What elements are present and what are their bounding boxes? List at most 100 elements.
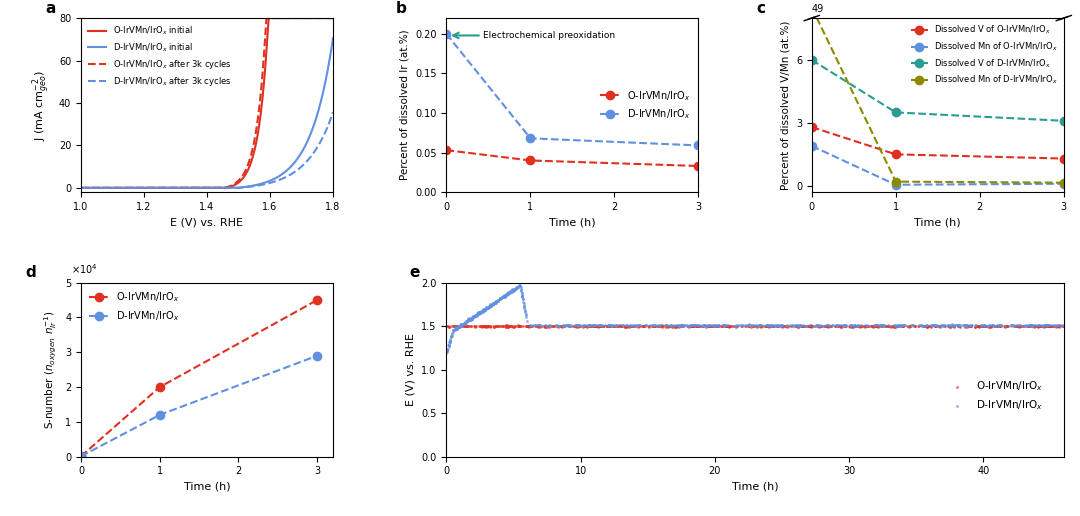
O-IrVMn/IrO$_x$ [927,322,944,330]
D-IrVMn/IrO$_x$ [515,304,532,312]
D-IrVMn/IrO$_x$ [568,320,585,329]
O-IrVMn/IrO$_x$ [927,322,944,330]
O-IrVMn/IrO$_x$ [772,321,789,329]
D-IrVMn/IrO$_x$ [973,320,990,329]
D-IrVMn/IrO$_x$ [805,321,822,330]
Dissolved V of O-IrVMn/IrO$_x$ [1057,155,1070,162]
O-IrVMn/IrO$_x$ [1005,321,1023,330]
O-IrVMn/IrO$_x$ [1055,322,1072,330]
O-IrVMn/IrO$_x$ [950,322,968,330]
O-IrVMn/IrO$_x$ [794,322,811,331]
O-IrVMn/IrO$_x$ [802,321,820,330]
O-IrVMn/IrO$_x$ [732,322,750,331]
O-IrVMn/IrO$_x$ [453,322,470,330]
D-IrVMn/IrO$_x$ [705,321,723,330]
O-IrVMn/IrO$_x$ [536,322,553,331]
O-IrVMn/IrO$_x$ [684,322,701,330]
O-IrVMn/IrO$_x$ [892,322,909,330]
O-IrVMn/IrO$_x$ [446,322,463,330]
D-IrVMn/IrO$_x$ [726,321,743,330]
D-IrVMn/IrO$_x$ [974,321,991,329]
D-IrVMn/IrO$_x$ [673,321,690,330]
O-IrVMn/IrO$_x$ [798,322,815,330]
D-IrVMn/IrO$_x$ [711,320,728,329]
O-IrVMn/IrO$_x$ [1043,322,1061,330]
O-IrVMn/IrO$_x$ [812,322,829,330]
D-IrVMn/IrO$_x$ [482,300,499,308]
O-IrVMn/IrO$_x$ [788,322,806,330]
O-IrVMn/IrO$_x$ [757,322,774,330]
D-IrVMn/IrO$_x$ [656,321,673,330]
D-IrVMn/IrO$_x$ [461,314,478,322]
O-IrVMn/IrO$_x$ [592,322,609,330]
D-IrVMn/IrO$_x$ [476,306,494,314]
D-IrVMn/IrO$_x$ [759,321,777,330]
D-IrVMn/IrO$_x$ [496,293,513,301]
O-IrVMn/IrO$_x$ [645,322,662,330]
O-IrVMn/IrO$_x$ [509,321,526,330]
O-IrVMn/IrO$_x$ [1039,321,1056,330]
O-IrVMn/IrO$_x$ [510,321,527,330]
O-IrVMn/IrO$_x$ [1012,322,1029,330]
O-IrVMn/IrO$_x$ [987,322,1004,330]
O-IrVMn/IrO$_x$ [490,321,508,330]
D-IrVMn/IrO$_x$ [1039,321,1056,330]
O-IrVMn/IrO$_x$ [590,322,607,330]
O-IrVMn/IrO$_x$ [991,322,1009,330]
D-IrVMn/IrO$_x$ [1032,321,1050,330]
D-IrVMn/IrO$_x$ [510,283,527,291]
O-IrVMn/IrO$_x$ [611,321,629,330]
O-IrVMn/IrO$_x$ [1008,322,1025,331]
D-IrVMn/IrO$_x$ [454,321,471,329]
D-IrVMn/IrO$_x$ [978,321,996,330]
D-IrVMn/IrO$_x$ [1050,321,1067,329]
O-IrVMn/IrO$_x$ [760,322,778,330]
D-IrVMn/IrO$_x$ [762,321,780,329]
O-IrVMn/IrO$_x$ [720,322,738,330]
O-IrVMn/IrO$_x$ [644,322,661,330]
O-IrVMn/IrO$_x$ [1032,321,1050,330]
D-IrVMn/IrO$_x$ [688,321,705,329]
D-IrVMn/IrO$_x$ [951,320,969,329]
D-IrVMn/IrO$_x$ [477,304,495,313]
D-IrVMn/IrO$_x$ [829,320,847,329]
O-IrVMn/IrO$_x$ [858,321,875,330]
D-IrVMn/IrO$_x$ [487,297,504,305]
O-IrVMn/IrO$_x$ [619,322,636,330]
D-IrVMn/IrO$_x$ [509,283,526,292]
D-IrVMn/IrO$_x$ [1030,321,1048,329]
O-IrVMn/IrO$_x$ [505,321,523,330]
O-IrVMn/IrO$_x$ [864,322,881,330]
O-IrVMn/IrO$_x$ [536,322,553,331]
D-IrVMn/IrO$_x$ [495,293,512,301]
D-IrVMn/IrO$_x$ [462,314,480,322]
D-IrVMn/IrO$_x$ [954,321,971,330]
D-IrVMn/IrO$_x$ [530,320,548,329]
O-IrVMn/IrO$_x$ [606,321,623,330]
O-IrVMn/IrO$_x$ [812,322,829,330]
O-IrVMn/IrO$_x$ [751,322,768,331]
O-IrVMn/IrO$_x$ [564,322,581,331]
D-IrVMn/IrO$_x$ [646,320,663,329]
D-IrVMn/IrO$_x$ [508,283,525,291]
D-IrVMn/IrO$_x$ [503,286,521,295]
O-IrVMn/IrO$_x$ [794,322,811,331]
D-IrVMn/IrO$_x$ [694,321,712,329]
O-IrVMn/IrO$_x$ [820,322,837,330]
O-IrVMn/IrO$_x$ [916,321,933,330]
D-IrVMn/IrO$_x$ [684,321,701,329]
D-IrVMn/IrO$_x$ [442,337,459,346]
D-IrVMn/IrO$_x$ [563,321,580,329]
D-IrVMn/IrO$_x$ [990,321,1008,329]
D-IrVMn/IrO$_x$ [476,307,494,315]
O-IrVMn/IrO$_x$ [894,322,912,330]
D-IrVMn/IrO$_x$ [875,321,892,330]
D-IrVMn/IrO$_x$ [473,307,490,315]
D-IrVMn/IrO$_x$ [486,298,503,307]
D-IrVMn/IrO$_x$ [1034,321,1051,330]
D-IrVMn/IrO$_x$ [602,320,619,329]
O-IrVMn/IrO$_x$ [553,322,570,331]
O-IrVMn/IrO$_x$ [741,322,758,330]
O-IrVMn/IrO$_x$ [920,321,937,330]
D-IrVMn/IrO$_x$ [913,320,930,329]
